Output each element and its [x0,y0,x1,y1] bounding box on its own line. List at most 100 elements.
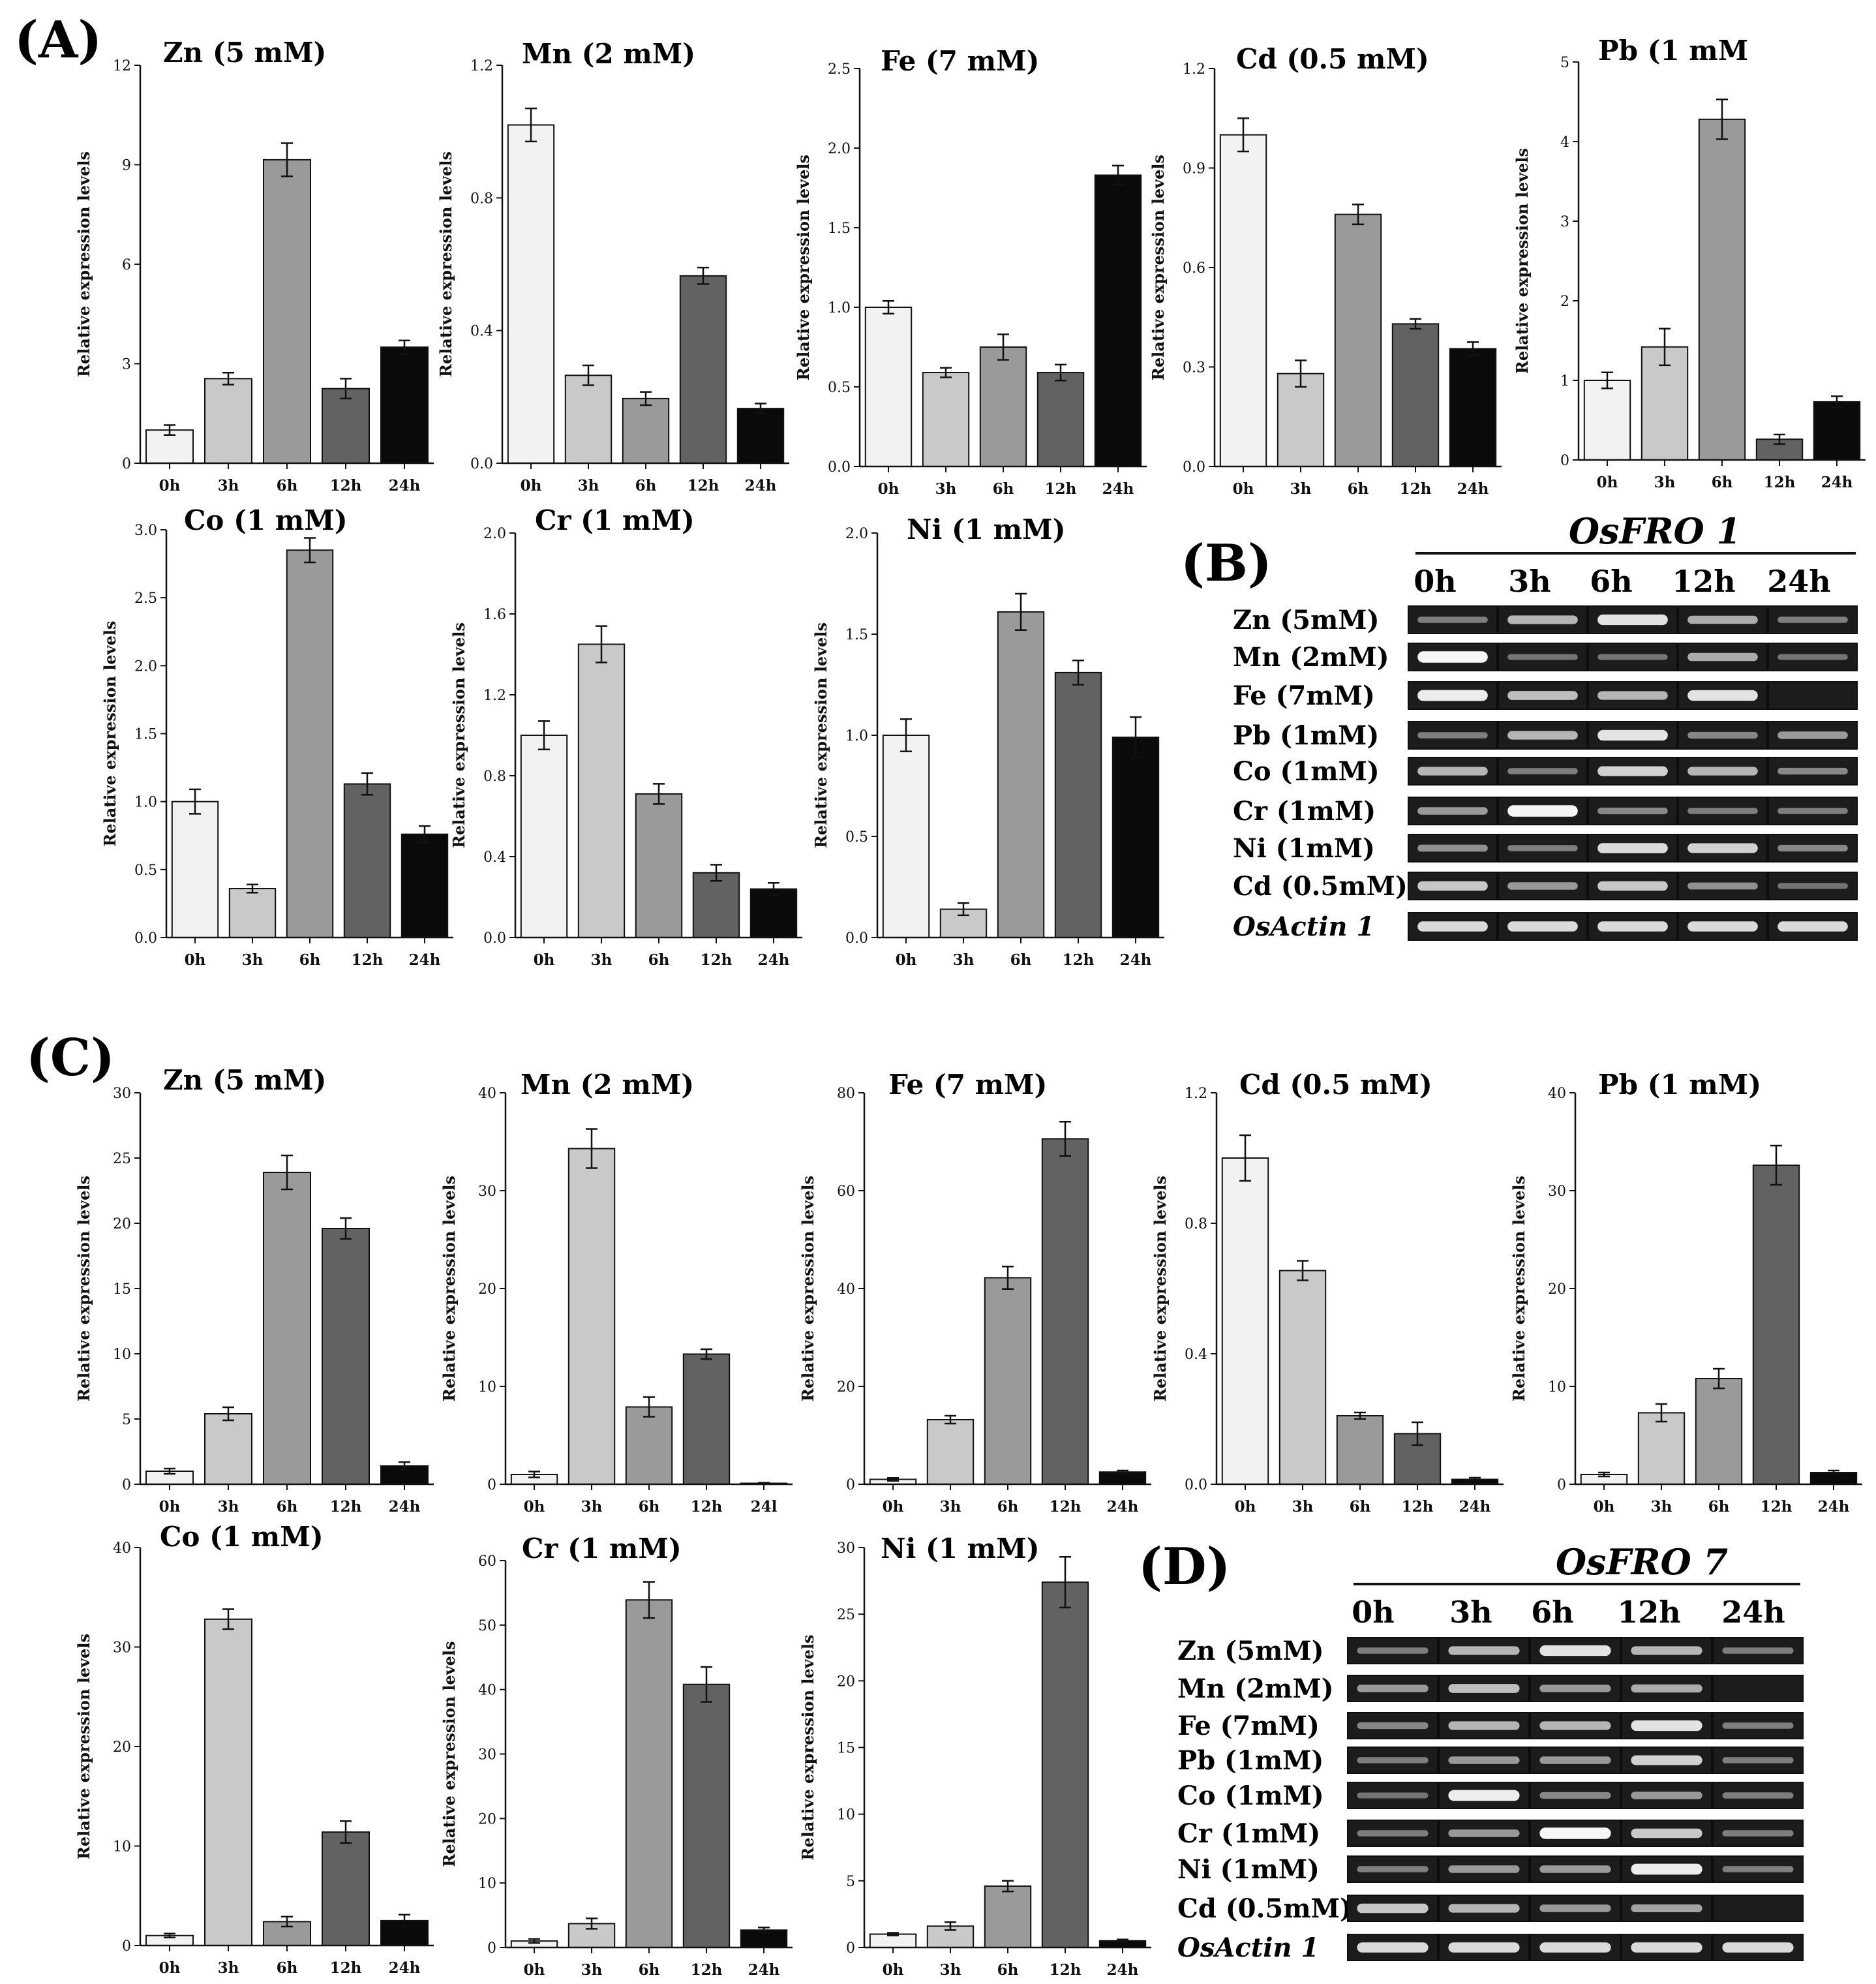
y-tick-label: 10 [478,1379,496,1396]
gel-row-label: Zn (5mM) [1233,605,1380,635]
x-tick-label: 12h [1050,1498,1082,1516]
bar-24h [1449,348,1497,468]
x-tick-label: 24h [1821,474,1853,491]
bar-12h [1041,1581,1089,1949]
gel-band [1687,843,1758,853]
gel-band [1448,1904,1520,1913]
gel-band [1539,1645,1611,1656]
x-tick-label: 0h [159,477,181,495]
gel-time-label: 24h [1767,564,1830,599]
y-tick-label: 0 [122,1938,131,1955]
y-axis-label: Relative expression levels [1513,148,1532,374]
gel-time-label: 0h [1352,1595,1394,1630]
y-tick-label: 1.0 [845,728,868,744]
y-axis-label: Relative expression levels [74,1176,93,1401]
y-tick-label: 2.5 [134,590,157,607]
y-tick-label: 0.4 [483,849,506,866]
x-tick-label: 24h [1107,1498,1139,1516]
gel-band [1448,1646,1520,1655]
y-axis-label: Relative expression levels [794,155,813,380]
gel-time-label: 3h [1508,564,1551,599]
panel-label-b: (B) [1181,534,1272,593]
gel-band [1417,881,1488,891]
bar-24h [1813,401,1861,461]
bar-12h [1041,1138,1089,1485]
y-tick-label: 5 [1560,55,1569,71]
gel-gene-title: OsFRO 7 [1556,1541,1728,1583]
x-tick-label: 3h [242,951,264,969]
gel-band [1631,1646,1702,1655]
y-axis-label: Relative expression levels [74,151,93,377]
y-tick-label: 3 [1560,214,1569,230]
x-tick-label: 24h [409,951,441,969]
y-tick-label: 40 [113,1540,131,1557]
y-tick-label: 1.2 [470,58,493,74]
y-tick-label: 20 [837,1379,855,1396]
y-tick-label: 2 [1560,294,1569,310]
gel-band [1539,1865,1611,1873]
x-tick-label: 12h [352,951,384,969]
gel-band [1687,882,1758,890]
bar-3h [204,378,252,464]
x-tick-label: 12h [1761,1498,1793,1516]
gel-band [1507,921,1578,932]
y-tick-label: 1.6 [483,607,506,623]
gel-band [1778,883,1848,889]
bar-12h [322,1831,370,1946]
bar-6h [984,1885,1032,1948]
gel-row [1408,643,1858,671]
x-tick-label: 0h [521,477,542,495]
gel-band [1448,1829,1520,1837]
bar-24h [1094,174,1142,467]
gel-row-label: Co (1mM) [1177,1780,1324,1811]
gel-lane [1714,1676,1802,1701]
y-axis-label: Relative expression levels [440,1641,459,1867]
x-tick-label: 12h [1764,474,1796,491]
bar-6h [286,549,334,938]
gel-band [1778,844,1848,852]
panel-label-d: (D) [1138,1537,1230,1596]
y-tick-label: 0 [846,1940,855,1957]
x-tick-label: 6h [1712,474,1733,491]
gel-row-label: Fe (7mM) [1233,680,1375,711]
y-tick-label: 0.0 [845,930,868,947]
y-tick-label: 0.6 [1183,260,1205,277]
y-tick-label: 40 [1548,1086,1566,1102]
gel-band [1539,1904,1611,1912]
y-tick-label: 1 [1560,373,1569,389]
bar-12h [679,275,727,464]
gel-band [1507,882,1578,890]
y-tick-label: 1.0 [134,795,157,811]
gel-band [1448,1684,1520,1693]
gel-row [1408,681,1858,710]
x-tick-label: 0h [883,1961,904,1979]
gel-band [1722,1647,1794,1654]
x-tick-label: 6h [1708,1498,1730,1516]
y-tick-label: 0.4 [1185,1347,1207,1363]
chart-title: Co (1 mM) [160,1521,324,1553]
gel-band [1722,1866,1794,1872]
y-tick-label: 2.5 [828,61,851,78]
gel-row-label: Mn (2mM) [1233,642,1389,673]
chart-title: Pb (1 mM [1598,35,1748,67]
x-tick-label: 3h [953,951,975,969]
y-tick-label: 1.5 [845,627,868,643]
x-tick-label: 3h [1290,480,1312,498]
gel-band [1631,1792,1702,1799]
x-tick-label: 0h [1597,474,1618,491]
y-tick-label: 20 [1548,1281,1566,1298]
bar-12h [682,1683,731,1948]
gel-band [1597,807,1668,815]
y-axis-label: Relative expression levels [74,1634,93,1859]
bar-chart: Zn (5 mM) Relative expression levels 0 5 10 1… [74,1064,434,1516]
y-tick-label: 3 [122,357,131,373]
y-tick-label: 1.5 [828,221,851,237]
gel-band [1778,921,1848,932]
chart-title: Mn (2 mM) [521,1069,694,1101]
gel-band [1597,729,1668,741]
gel-panel: OsFRO 7 0h 3h 6h 12h 24h Zn (5mM) Mn (2mM) Fe (7… [1177,1541,1804,1963]
gel-band [1417,651,1488,663]
gel-panel: OsFRO 1 0h 3h 6h 12h 24h Zn (5mM) Mn (2mM) Fe (7… [1233,510,1858,942]
bar-3h [567,1148,616,1485]
bar-3h [204,1618,252,1947]
